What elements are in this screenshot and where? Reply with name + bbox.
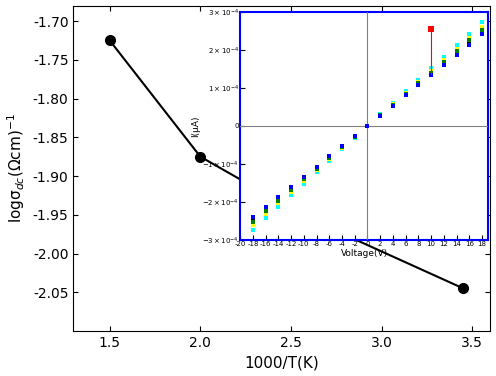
Y-axis label: logσ$_{dc}$(Ωcm)$^{-1}$: logσ$_{dc}$(Ωcm)$^{-1}$ bbox=[5, 114, 27, 223]
X-axis label: 1000/T(K): 1000/T(K) bbox=[245, 355, 319, 370]
